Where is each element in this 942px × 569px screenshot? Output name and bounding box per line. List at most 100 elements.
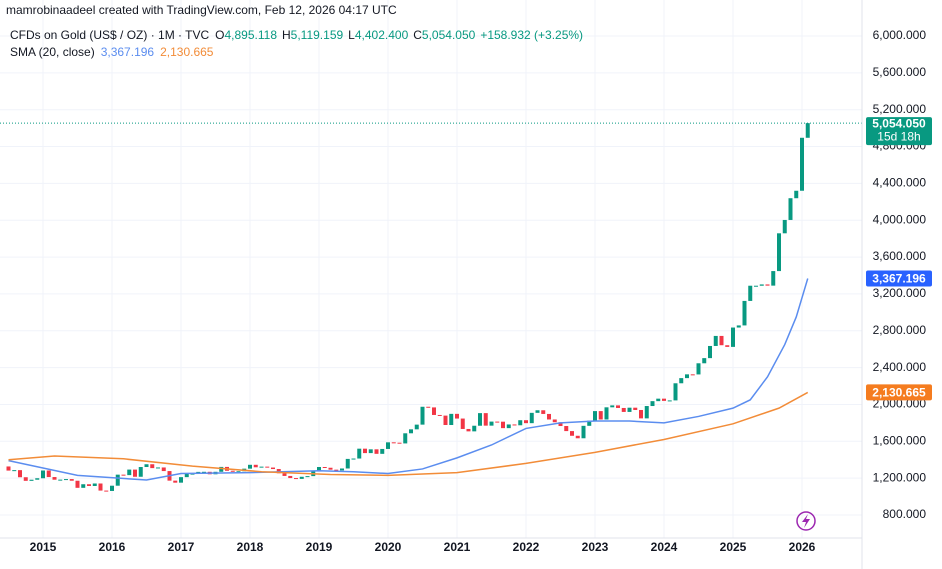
candle-body bbox=[794, 190, 799, 199]
candle-body bbox=[6, 466, 11, 471]
candle-body bbox=[29, 479, 34, 481]
candle-body bbox=[420, 406, 425, 425]
candle-body bbox=[64, 479, 68, 481]
candle-body bbox=[725, 345, 730, 347]
candle-body bbox=[288, 475, 293, 479]
y-tick-label: 2,400.000 bbox=[873, 360, 927, 374]
candle-body bbox=[495, 421, 500, 423]
candle-body bbox=[357, 448, 362, 459]
candle-body bbox=[455, 413, 459, 419]
indicator-value: 3,367.196 bbox=[101, 45, 155, 59]
axis: 800.0001,200.0001,600.0002,000.0002,400.… bbox=[30, 28, 932, 554]
x-tick-label: 2023 bbox=[582, 540, 609, 554]
candle-body bbox=[800, 137, 804, 191]
candle-body bbox=[156, 467, 160, 469]
candle-body bbox=[483, 413, 488, 426]
candle-body bbox=[575, 435, 580, 439]
y-tick-label: 3,200.000 bbox=[873, 286, 927, 300]
ohlc-value: 4,895.118 bbox=[225, 28, 278, 42]
ohlc-key: C bbox=[413, 28, 422, 42]
candle-body bbox=[616, 405, 620, 408]
candle-body bbox=[754, 285, 758, 287]
candle-body bbox=[414, 424, 419, 430]
ohlc-value: 4,402.400 bbox=[355, 28, 409, 42]
candle-body bbox=[719, 335, 724, 346]
candle-body bbox=[409, 429, 413, 434]
candle-body bbox=[426, 406, 431, 408]
candle-body bbox=[644, 406, 649, 419]
candle-body bbox=[294, 478, 298, 480]
candle-body bbox=[127, 469, 132, 476]
candle-body bbox=[501, 421, 505, 429]
candle-body bbox=[328, 467, 333, 470]
candle-body bbox=[524, 420, 528, 424]
candle-body bbox=[368, 449, 373, 454]
x-tick-label: 2021 bbox=[444, 540, 471, 554]
candle-body bbox=[248, 464, 252, 469]
sma-line bbox=[8, 391, 809, 477]
indicator-badge-label: 3,367.196 bbox=[872, 272, 926, 286]
candle-body bbox=[512, 424, 517, 426]
ohlc-key: O bbox=[215, 28, 224, 42]
candle-body bbox=[679, 378, 684, 384]
change-value: +158.932 (+3.25%) bbox=[480, 28, 583, 42]
candle-body bbox=[558, 422, 563, 427]
candle-body bbox=[138, 467, 143, 477]
x-tick-label: 2019 bbox=[306, 540, 333, 554]
candle-body bbox=[478, 413, 482, 426]
candle-body bbox=[466, 428, 471, 432]
candle-body bbox=[639, 409, 643, 419]
candle-body bbox=[788, 198, 793, 220]
x-tick-label: 2026 bbox=[789, 540, 816, 554]
candle-body bbox=[702, 358, 707, 364]
ohlc-key: L bbox=[348, 28, 355, 42]
last-price-badge bbox=[866, 117, 932, 146]
y-tick-label: 2,800.000 bbox=[873, 323, 927, 337]
candle-body bbox=[219, 466, 224, 472]
candle-body bbox=[662, 398, 666, 401]
candle-body bbox=[472, 425, 477, 432]
candle-body bbox=[713, 335, 718, 346]
candle-body bbox=[782, 219, 787, 234]
candle-body bbox=[133, 469, 137, 477]
symbol-name: CFDs on Gold (US$ / OZ) · 1M · TVC bbox=[10, 28, 209, 42]
candle-body bbox=[685, 374, 689, 379]
ohlc-value: 5,054.050 bbox=[422, 28, 476, 42]
candle-body bbox=[98, 483, 103, 491]
candle-body bbox=[736, 325, 741, 328]
candle-body bbox=[150, 464, 155, 469]
candle-body bbox=[317, 467, 321, 471]
candle-body bbox=[460, 418, 465, 429]
indicator-name: SMA (20, close) bbox=[10, 45, 95, 59]
candle-body bbox=[443, 415, 448, 426]
indicator-legend: SMA (20, close) 3,367.196 2,130.665 bbox=[10, 45, 214, 59]
candle-body bbox=[759, 284, 764, 286]
candle-body bbox=[386, 442, 390, 449]
candle-body bbox=[696, 363, 701, 375]
candle-body bbox=[708, 345, 712, 359]
candle-body bbox=[179, 477, 183, 483]
candle-body bbox=[35, 478, 40, 480]
candle-body bbox=[75, 480, 80, 488]
candle-body bbox=[81, 484, 86, 488]
candle-body bbox=[690, 374, 695, 376]
candle-body bbox=[23, 477, 28, 481]
candle-body bbox=[374, 449, 379, 454]
sma-line bbox=[8, 278, 809, 481]
chart-title: mamrobinaadeel created with TradingView.… bbox=[6, 3, 397, 17]
candle-body bbox=[552, 419, 557, 423]
x-tick-label: 2017 bbox=[168, 540, 195, 554]
y-tick-label: 5,600.000 bbox=[873, 65, 927, 79]
candle-body bbox=[650, 401, 655, 407]
candle-body bbox=[253, 464, 258, 468]
candle-body bbox=[46, 470, 51, 478]
candle-body bbox=[230, 470, 235, 472]
x-tick-label: 2024 bbox=[651, 540, 678, 554]
candle-body bbox=[506, 424, 511, 429]
candle-body bbox=[777, 233, 781, 272]
candle-body bbox=[173, 480, 178, 483]
candle-body bbox=[627, 407, 632, 412]
candle-body bbox=[110, 485, 114, 491]
